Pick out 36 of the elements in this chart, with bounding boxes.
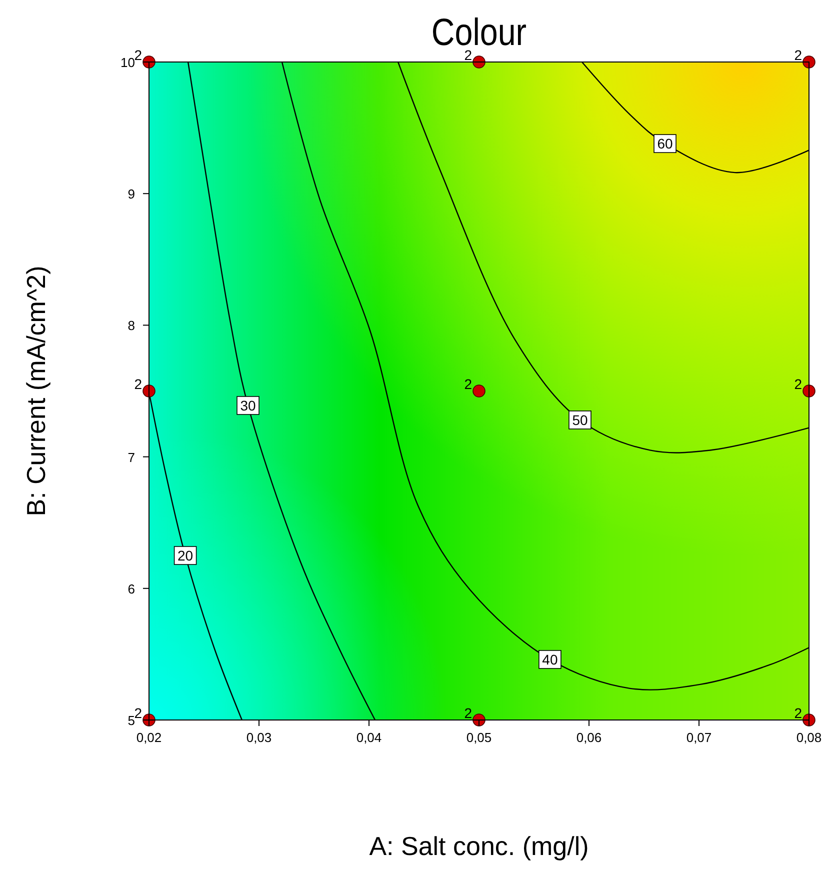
- y-tick-label: 5: [128, 713, 135, 728]
- series-label: 50: [572, 412, 588, 428]
- annotation: 2: [134, 47, 142, 63]
- series-label: 20: [178, 548, 194, 564]
- point: [802, 384, 816, 398]
- point: [802, 56, 816, 68]
- x-tick-label: 0,06: [576, 730, 602, 745]
- y-tick-label: 8: [128, 318, 135, 334]
- y-tick-label: 7: [128, 450, 135, 465]
- point: [472, 56, 486, 68]
- point: [472, 384, 486, 398]
- annotation: 2: [464, 376, 472, 392]
- x-tick-label: 0,05: [466, 730, 492, 745]
- y-tick-label: 6: [128, 581, 135, 596]
- annotation: 2: [134, 705, 142, 721]
- y-tick-label: 9: [128, 186, 135, 202]
- point: [142, 384, 156, 398]
- series-label: 40: [542, 651, 558, 668]
- x-tick-label: 0,03: [246, 730, 272, 745]
- y-axis-title: B: Current (mA/cm^2): [21, 266, 51, 516]
- series-label: 30: [240, 397, 256, 414]
- x-tick-label: 0,08: [796, 730, 822, 745]
- annotation: 2: [794, 47, 802, 63]
- y-tick-label: 10: [120, 55, 135, 70]
- annotation: 2: [464, 705, 472, 721]
- x-tick-label: 0,02: [136, 730, 162, 745]
- point: [472, 714, 486, 726]
- x-tick-label: 0,07: [686, 730, 712, 745]
- point: [802, 714, 816, 726]
- series-label: 60: [657, 136, 674, 152]
- annotation: 2: [134, 376, 142, 392]
- point: [142, 56, 156, 68]
- annotation: 2: [794, 376, 802, 392]
- x-tick-label: 0,04: [356, 730, 382, 745]
- x-axis-title: A: Salt conc. (mg/l): [369, 831, 589, 861]
- annotation: 2: [794, 705, 802, 721]
